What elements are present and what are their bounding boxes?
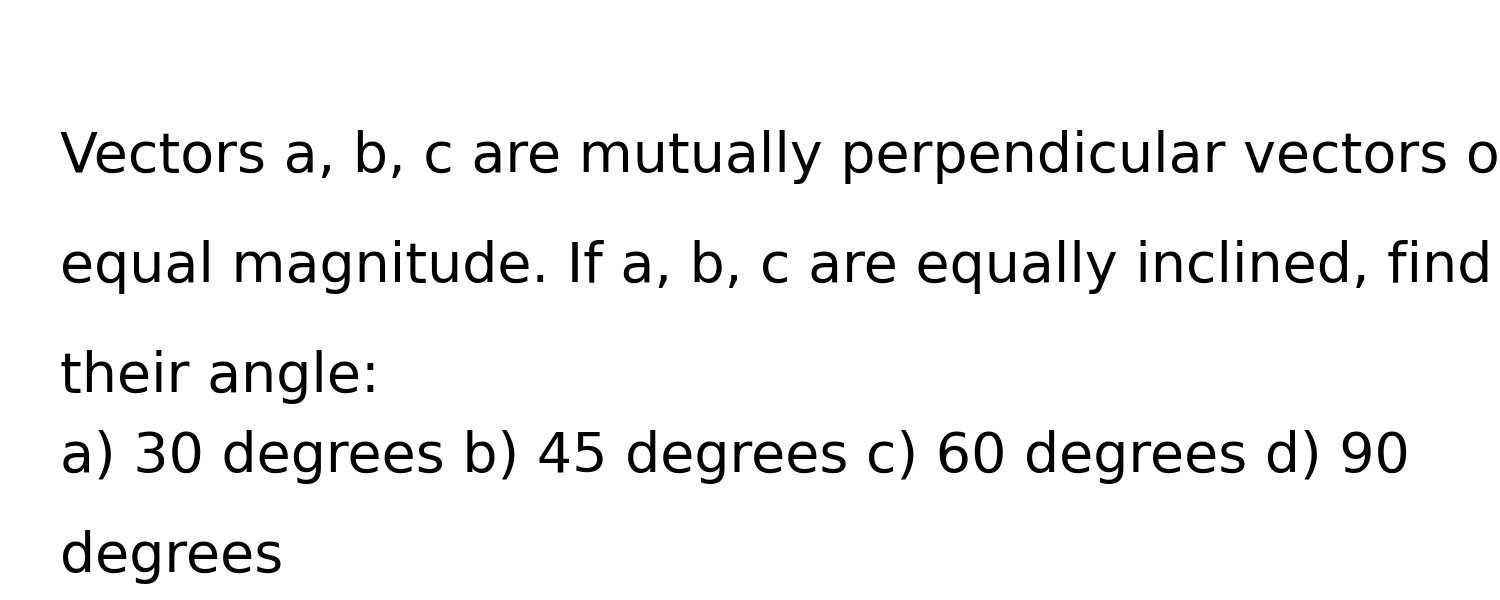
Text: equal magnitude. If a, b, c are equally inclined, find: equal magnitude. If a, b, c are equally … — [60, 240, 1492, 294]
Text: their angle:: their angle: — [60, 350, 380, 404]
Text: Vectors a, b, c are mutually perpendicular vectors of: Vectors a, b, c are mutually perpendicul… — [60, 130, 1500, 184]
Text: a) 30 degrees b) 45 degrees c) 60 degrees d) 90: a) 30 degrees b) 45 degrees c) 60 degree… — [60, 430, 1410, 484]
Text: degrees: degrees — [60, 530, 284, 584]
